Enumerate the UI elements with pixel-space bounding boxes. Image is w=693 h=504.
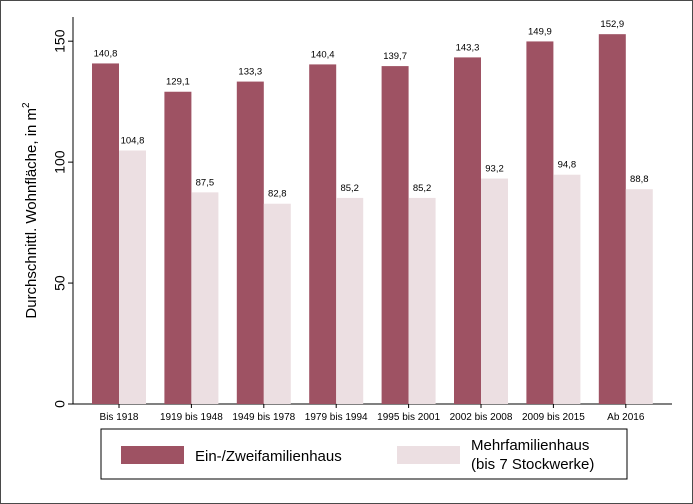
data-label: 149,9: [528, 26, 552, 37]
bar-ein-zweifamilienhaus: [309, 64, 337, 404]
bar-mehrfamilienhaus: [191, 192, 219, 404]
data-label: 87,5: [196, 177, 215, 188]
x-tick-label: 1949 bis 1978: [232, 412, 295, 423]
bar-ein-zweifamilienhaus: [381, 66, 409, 405]
y-axis-title: Durchschnittl. Wohnfläche, in m2: [21, 102, 40, 319]
data-label: 85,2: [413, 183, 432, 194]
data-label: 139,7: [383, 51, 407, 62]
bar-mehrfamilienhaus: [553, 174, 581, 404]
data-label: 85,2: [340, 183, 359, 194]
bar-ein-zweifamilienhaus: [164, 91, 192, 404]
x-tick-label: Ab 2016: [607, 412, 645, 423]
legend-swatch-mehrfamilienhaus: [397, 446, 460, 464]
data-label: 129,1: [166, 77, 190, 88]
x-tick-label: Bis 1918: [100, 412, 139, 423]
bar-ein-zweifamilienhaus: [526, 41, 554, 404]
x-tick-label: 1979 bis 1994: [305, 412, 368, 423]
bar-mehrfamilienhaus: [481, 178, 508, 404]
bar-ein-zweifamilienhaus: [454, 57, 481, 404]
data-label: 140,8: [94, 48, 118, 59]
x-tick-label: 1995 bis 2001: [377, 412, 440, 423]
y-tick-label: 50: [52, 275, 68, 291]
legend-label-mehrfamilienhaus-line2: (bis 7 Stockwerke): [471, 456, 594, 473]
legend-box: [100, 428, 628, 480]
x-tick-label: 2009 bis 2015: [522, 412, 585, 423]
legend-swatch-ein-zweifamilienhaus: [121, 446, 184, 464]
data-label: 152,9: [600, 19, 624, 30]
bar-ein-zweifamilienhaus: [92, 63, 119, 404]
data-label: 133,3: [238, 67, 262, 78]
y-tick-label: 0: [52, 400, 68, 408]
bar-mehrfamilienhaus: [263, 203, 291, 404]
bar-mehrfamilienhaus: [119, 150, 146, 404]
x-tick-label: 2002 bis 2008: [450, 412, 513, 423]
data-label: 104,8: [121, 136, 145, 147]
data-label: 93,2: [485, 164, 504, 175]
bar-ein-zweifamilienhaus: [236, 81, 264, 404]
y-axis-title-main: Durchschnittl. Wohnfläche, in m: [23, 108, 40, 319]
bar-mehrfamilienhaus: [408, 197, 436, 404]
data-label: 82,8: [268, 189, 287, 200]
legend-label-mehrfamilienhaus-line1: Mehrfamilienhaus: [471, 437, 589, 454]
bar-mehrfamilienhaus: [625, 189, 653, 404]
y-axis-title-superscript: 2: [21, 102, 32, 108]
data-label: 143,3: [456, 42, 480, 53]
data-label: 88,8: [630, 174, 649, 185]
data-label: 94,8: [558, 160, 577, 171]
legend-label-ein-zweifamilienhaus: Ein-/Zweifamilienhaus: [195, 448, 342, 465]
y-tick-label: 100: [52, 150, 68, 174]
x-tick-label: 1919 bis 1948: [160, 412, 223, 423]
bar-mehrfamilienhaus: [336, 197, 364, 404]
bar-ein-zweifamilienhaus: [598, 34, 626, 404]
data-label: 140,4: [311, 49, 335, 60]
y-tick-label: 150: [52, 29, 68, 53]
